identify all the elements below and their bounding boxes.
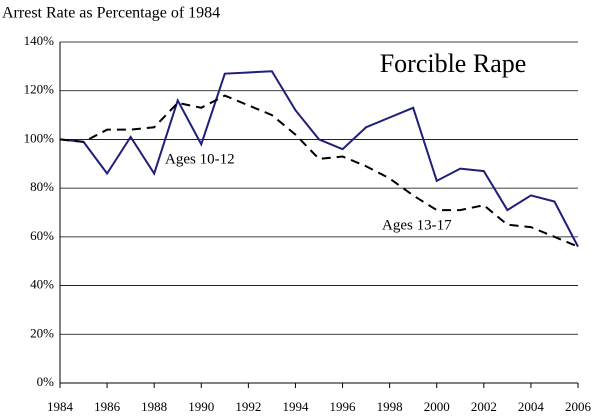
x-tick-label: 1984	[47, 399, 74, 414]
x-tick-label: 2004	[518, 399, 545, 414]
y-tick-label: 60%	[30, 228, 54, 243]
series-label: Ages 13-17	[382, 217, 452, 233]
y-tick-label: 40%	[30, 277, 54, 292]
x-tick-label: 2002	[471, 399, 497, 414]
y-tick-label: 120%	[24, 82, 55, 97]
y-tick-label: 20%	[30, 325, 54, 340]
x-tick-label: 2000	[424, 399, 450, 414]
x-tick-label: 1986	[94, 399, 121, 414]
chart-title: Arrest Rate as Percentage of 1984	[2, 5, 220, 22]
x-tick-label: 1994	[282, 399, 309, 414]
x-tick-label: 1990	[188, 399, 214, 414]
series-line	[59, 70, 579, 248]
y-tick-label: 0%	[37, 374, 55, 389]
y-tick-label: 80%	[30, 179, 54, 194]
series-line	[59, 94, 579, 248]
x-tick-label: 1988	[141, 399, 167, 414]
x-tick-label: 1996	[330, 399, 357, 414]
x-tick-label: 1998	[377, 399, 403, 414]
x-tick-label: 2006	[565, 399, 592, 414]
y-tick-label: 140%	[24, 33, 55, 48]
chart-annotation: Forcible Rape	[380, 49, 527, 78]
x-tick-label: 1992	[235, 399, 261, 414]
series-label: Ages 10-12	[165, 151, 235, 167]
y-tick-label: 100%	[24, 130, 55, 145]
